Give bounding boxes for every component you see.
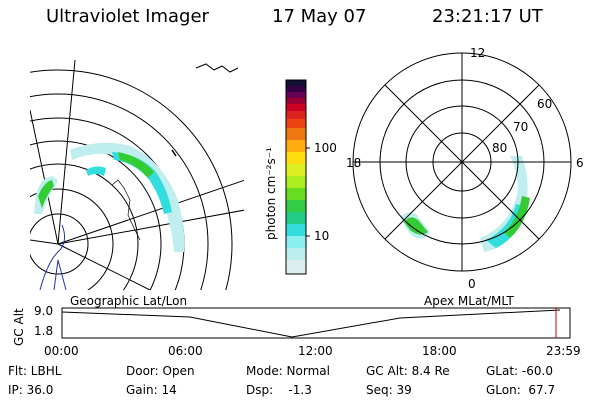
- polar-grid: [352, 52, 572, 272]
- status-door: Door: Open: [126, 364, 195, 378]
- latitude-circle: [30, 140, 162, 290]
- status-dsp: Dsp: -1.3: [246, 383, 312, 397]
- mlt-label-0: 0: [468, 277, 476, 291]
- status-ip: IP: 36.0: [8, 383, 54, 397]
- timeline-left-label: Geographic Lat/Lon: [70, 294, 188, 308]
- timeline-right-label: Apex MLat/MLT: [424, 294, 514, 308]
- coastline: [39, 224, 66, 290]
- meridian-line: [57, 243, 151, 290]
- aurora-band: [118, 152, 154, 178]
- latitude-circle: [30, 69, 233, 290]
- latitude-circle: [30, 163, 139, 290]
- latitude-circle: [30, 188, 114, 290]
- latitude-circle: [30, 93, 209, 290]
- timeline-x-tick-1200: 12:00: [298, 344, 333, 358]
- status-gc-alt: GC Alt: 8.4 Re: [366, 364, 450, 378]
- status-glat: GLat: -60.0: [486, 364, 553, 378]
- mlt-label-18: 18: [346, 156, 362, 170]
- lat-label-70: 70: [513, 120, 529, 134]
- timeline-x-tick-0600: 06:00: [168, 344, 203, 358]
- date-label: 17 May 07: [272, 6, 367, 27]
- aurora-glow: [70, 142, 185, 252]
- coastline: [111, 179, 141, 241]
- meridian-line: [30, 109, 59, 245]
- coastline: [53, 259, 67, 290]
- mlt-label-6: 6: [576, 156, 584, 170]
- meridian-line: [57, 60, 76, 245]
- timeline-y-tick-9: 9.0: [34, 304, 54, 318]
- colorbar-tick-100: 100: [314, 141, 337, 155]
- status-mode: Mode: Normal: [246, 364, 330, 378]
- lat-label-80: 80: [492, 141, 508, 155]
- coastline: [195, 63, 239, 73]
- status-seq: Seq: 39: [366, 383, 412, 397]
- status-glon: GLon: 67.7: [486, 383, 556, 397]
- colorbar: [285, 79, 310, 275]
- aurora-band: [38, 180, 54, 208]
- colorbar-tick-10: 10: [314, 229, 330, 243]
- latitude-circle: [30, 117, 185, 290]
- timeline-x-tick-2359: 23:59: [546, 344, 581, 358]
- aurora-band: [86, 166, 106, 176]
- mlt-label-12: 12: [470, 46, 486, 60]
- status-gain: Gain: 14: [126, 383, 177, 397]
- meridian-line: [30, 239, 59, 245]
- meridian-line: [57, 209, 244, 245]
- polar-aurora-band: [404, 217, 428, 235]
- instrument-title: Ultraviolet Imager: [46, 6, 209, 27]
- meridian-line: [57, 179, 244, 245]
- timeline-plot: [61, 307, 571, 339]
- timeline-y-tick-1: 1.8: [34, 324, 54, 338]
- timeline-x-tick-1800: 18:00: [422, 344, 457, 358]
- lat-label-60: 60: [537, 97, 553, 111]
- status-flt: Flt: LBHL: [8, 364, 62, 378]
- colorbar-unit-label: photon cm⁻²s⁻¹: [264, 147, 278, 240]
- timeline-x-tick-0000: 00:00: [44, 344, 79, 358]
- coastline: [171, 149, 177, 157]
- latitude-circle: [30, 213, 89, 275]
- time-label: 23:21:17 UT: [432, 6, 543, 27]
- timeline-y-title: GC Alt: [12, 308, 26, 346]
